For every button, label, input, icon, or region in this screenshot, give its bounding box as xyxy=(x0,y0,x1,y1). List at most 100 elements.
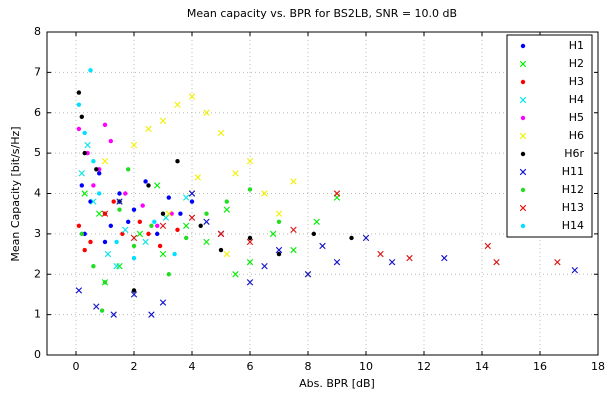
marker-stroke xyxy=(194,174,201,181)
plot-frame xyxy=(46,31,599,356)
point xyxy=(160,211,166,216)
marker-stroke xyxy=(388,258,396,266)
marker-stroke xyxy=(101,158,109,165)
point xyxy=(175,227,180,233)
point xyxy=(319,242,326,250)
point xyxy=(108,223,114,228)
point xyxy=(91,183,96,188)
marker-stroke xyxy=(519,204,527,212)
point xyxy=(232,170,239,177)
point xyxy=(76,126,82,132)
point xyxy=(188,190,196,197)
point xyxy=(217,230,225,238)
marker-stroke xyxy=(136,230,143,238)
marker-stroke xyxy=(406,254,413,262)
point xyxy=(246,258,254,266)
marker-stroke xyxy=(75,287,83,294)
point xyxy=(140,203,145,208)
point xyxy=(304,271,312,278)
point xyxy=(82,150,87,156)
y-tick-label: 4 xyxy=(34,187,41,200)
legend-label: H5 xyxy=(569,111,584,124)
point xyxy=(143,179,148,184)
x-tick-label: 0 xyxy=(73,360,80,373)
point xyxy=(223,206,230,213)
point xyxy=(290,246,297,254)
x-tick-label: 16 xyxy=(533,360,547,373)
point xyxy=(76,90,82,95)
marker-stroke xyxy=(571,267,578,274)
marker-stroke xyxy=(188,93,196,100)
point xyxy=(441,254,448,262)
point xyxy=(145,125,152,133)
point xyxy=(108,138,114,144)
point xyxy=(130,291,138,298)
point xyxy=(484,242,491,250)
point xyxy=(188,214,196,221)
point xyxy=(78,170,85,177)
point xyxy=(82,130,87,136)
marker-stroke xyxy=(130,291,138,298)
point xyxy=(377,250,384,258)
point xyxy=(333,258,341,266)
point xyxy=(261,190,268,197)
point xyxy=(159,117,167,125)
point xyxy=(406,254,413,262)
y-tick-label: 3 xyxy=(34,227,41,240)
marker-stroke xyxy=(159,222,167,229)
marker-stroke xyxy=(188,214,196,221)
legend-label: H14 xyxy=(562,219,584,232)
point xyxy=(554,258,561,266)
point xyxy=(261,262,268,270)
marker-stroke xyxy=(130,141,138,149)
point xyxy=(76,223,82,228)
legend-label: H11 xyxy=(562,165,584,178)
point xyxy=(146,231,151,237)
point xyxy=(270,230,277,238)
point xyxy=(159,299,167,306)
point xyxy=(123,191,128,196)
point xyxy=(101,210,109,217)
x-tick-label: 2 xyxy=(131,360,138,373)
marker-stroke xyxy=(290,178,297,185)
point xyxy=(155,231,160,237)
marker-stroke xyxy=(162,214,170,221)
point xyxy=(175,159,180,164)
point xyxy=(136,230,143,238)
point xyxy=(130,141,138,149)
marker-stroke xyxy=(290,226,297,234)
point xyxy=(102,122,108,128)
x-tick-label: 18 xyxy=(591,360,605,373)
marker-stroke xyxy=(110,311,117,318)
point xyxy=(81,190,88,197)
point xyxy=(204,211,209,216)
point xyxy=(113,262,120,270)
marker-stroke xyxy=(159,117,167,125)
marker-stroke xyxy=(275,210,283,217)
marker-stroke xyxy=(93,303,100,310)
point xyxy=(493,258,500,266)
point xyxy=(117,191,122,196)
x-tick-label: 14 xyxy=(475,360,489,373)
marker-stroke xyxy=(203,109,210,116)
point xyxy=(232,271,239,278)
marker-stroke xyxy=(261,190,268,197)
point xyxy=(246,238,254,246)
point xyxy=(247,187,253,192)
point xyxy=(130,234,138,242)
marker-stroke xyxy=(246,238,254,246)
point xyxy=(126,219,131,224)
legend-label: H6 xyxy=(569,129,584,142)
point xyxy=(96,210,103,217)
marker-stroke xyxy=(232,271,239,278)
marker-stroke xyxy=(333,190,341,197)
marker-stroke xyxy=(270,230,277,238)
point xyxy=(79,231,85,237)
point xyxy=(203,218,210,225)
point xyxy=(178,211,183,216)
point xyxy=(117,207,122,212)
marker-stroke xyxy=(493,258,500,266)
point xyxy=(137,219,142,224)
marker-stroke xyxy=(441,254,448,262)
legend-marker xyxy=(520,115,526,121)
